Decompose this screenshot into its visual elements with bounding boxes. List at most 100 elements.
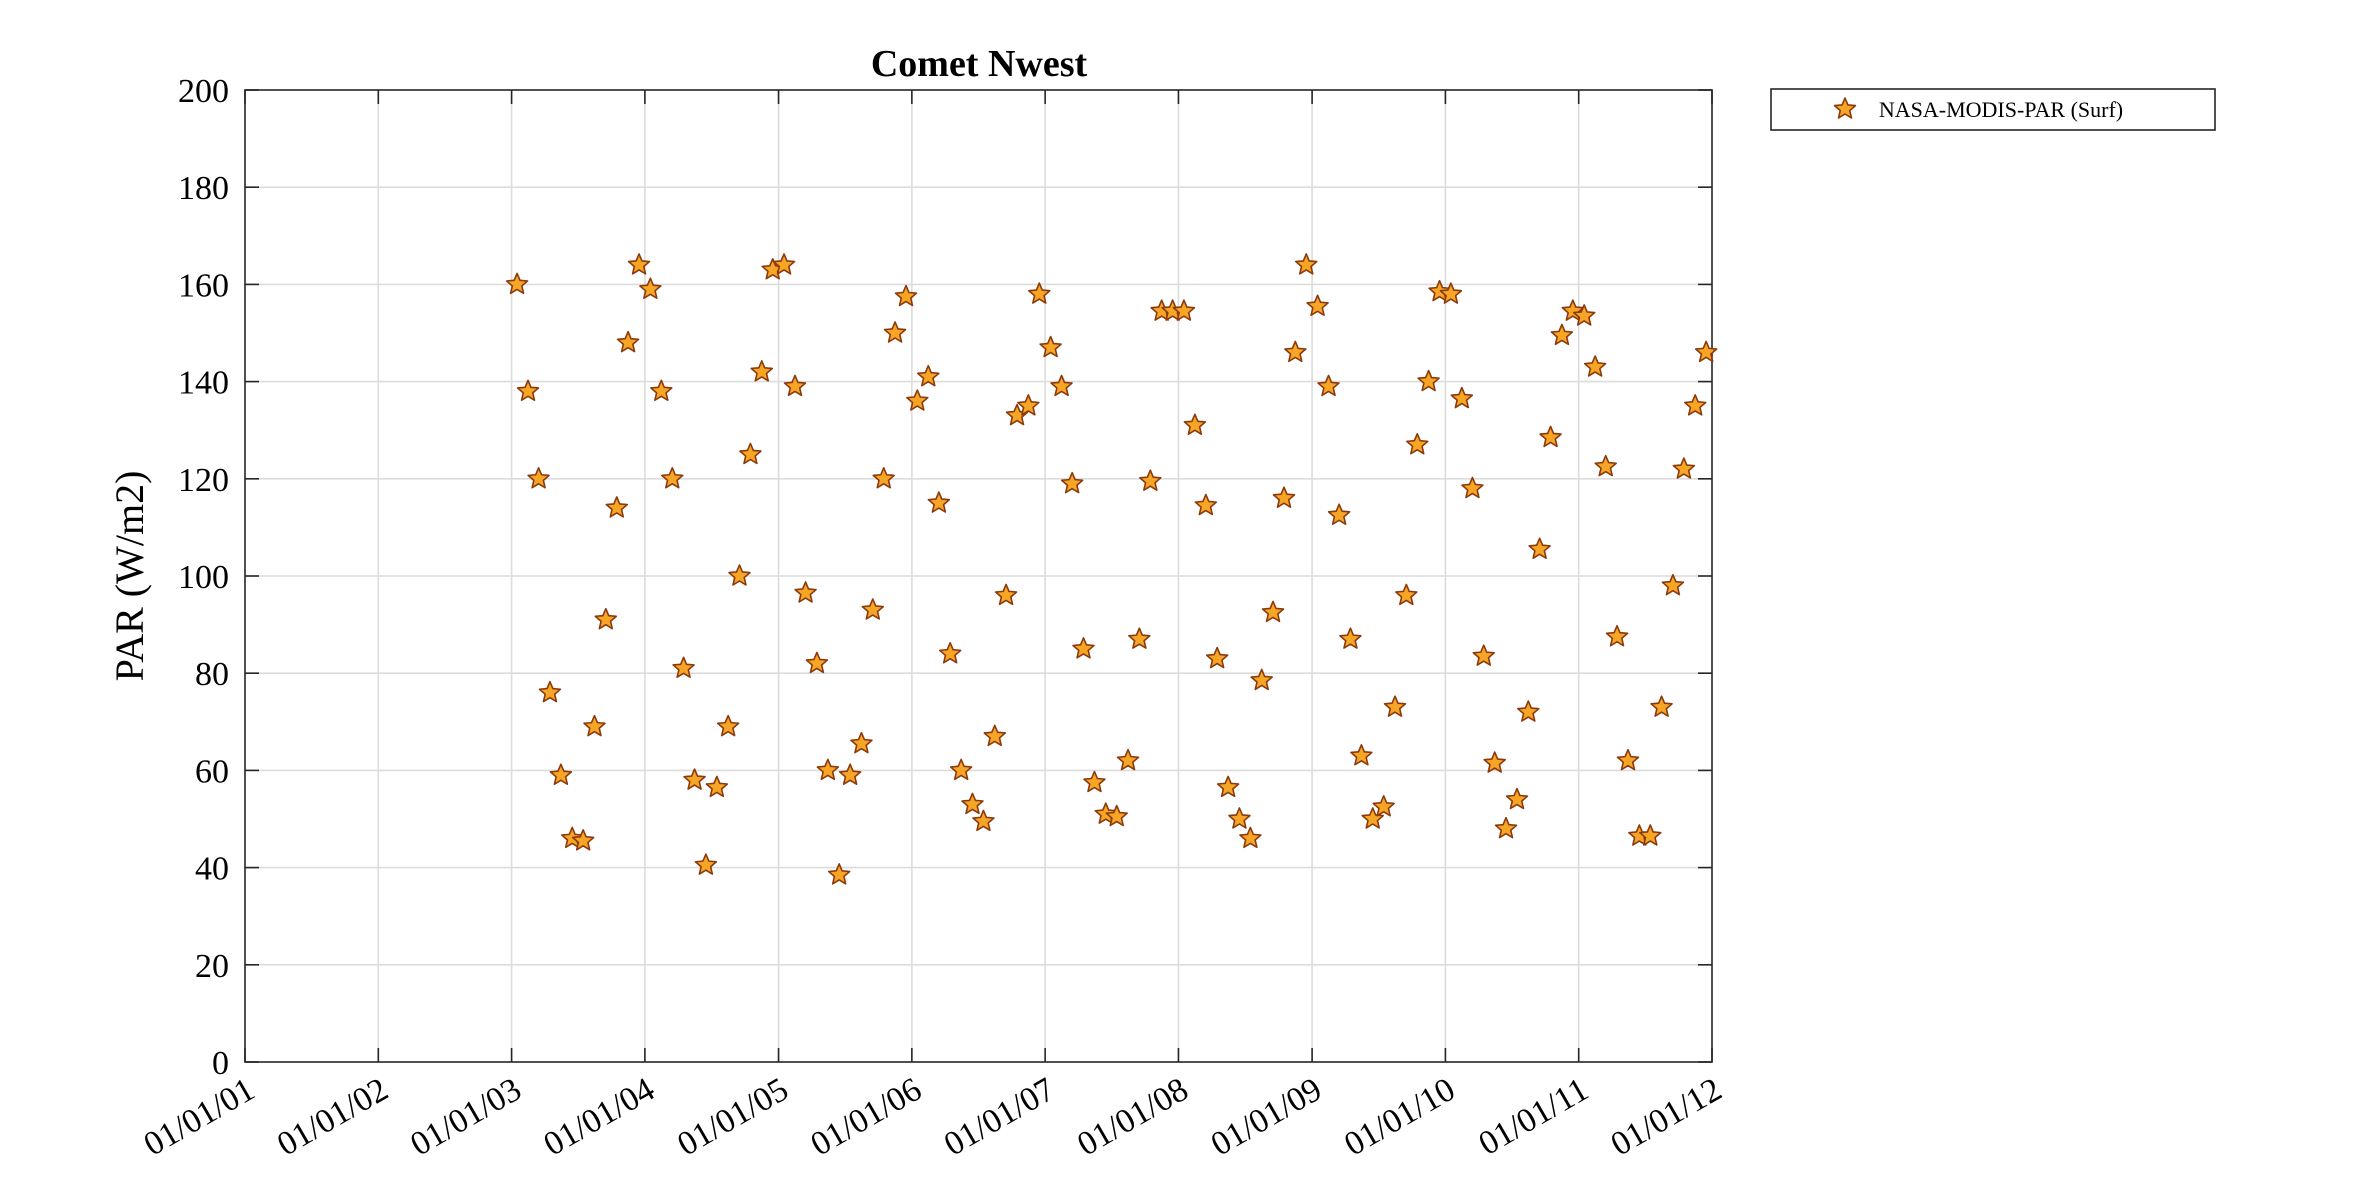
data-point bbox=[1139, 469, 1162, 491]
data-point bbox=[1039, 335, 1062, 358]
y-tick-label: 100 bbox=[178, 559, 229, 596]
x-tick-label: 01/01/02 bbox=[271, 1071, 394, 1163]
legend-entry-label: NASA-MODIS-PAR (Surf) bbox=[1879, 97, 2123, 122]
data-point bbox=[1339, 627, 1362, 649]
data-point bbox=[872, 466, 895, 489]
x-tick-label: 01/01/08 bbox=[1071, 1071, 1194, 1163]
data-point bbox=[1461, 476, 1484, 499]
x-tick-label: 01/01/07 bbox=[938, 1071, 1061, 1163]
data-point bbox=[1050, 374, 1073, 397]
data-point bbox=[1128, 627, 1151, 649]
data-point bbox=[1428, 279, 1451, 302]
data-point bbox=[838, 763, 862, 785]
data-point bbox=[1383, 695, 1407, 717]
data-point bbox=[650, 379, 673, 402]
data-point bbox=[1228, 807, 1251, 829]
data-point bbox=[750, 360, 774, 382]
data-point bbox=[1327, 503, 1351, 525]
data-point bbox=[1083, 770, 1106, 793]
data-point bbox=[571, 829, 595, 851]
x-tick-labels: 01/01/01 01/01/02 01/01/03 01/01/04 01/01/05… bbox=[138, 1071, 1728, 1163]
data-point bbox=[739, 442, 762, 465]
legend-star-marker bbox=[1833, 97, 1857, 119]
y-axis-label: PAR (W/m2) bbox=[107, 471, 152, 682]
data-point bbox=[1395, 583, 1418, 606]
y-tick-label: 80 bbox=[195, 656, 229, 693]
y-tick-label: 120 bbox=[178, 462, 229, 499]
data-point bbox=[861, 598, 885, 620]
data-point bbox=[994, 583, 1018, 606]
data-point bbox=[883, 321, 907, 343]
data-point bbox=[1361, 807, 1384, 829]
data-point bbox=[1616, 748, 1640, 771]
data-point bbox=[961, 792, 984, 815]
y-tick-label: 20 bbox=[195, 948, 229, 985]
data-point bbox=[1194, 493, 1218, 516]
data-point bbox=[1650, 695, 1673, 717]
data-point bbox=[1528, 537, 1551, 559]
data-point bbox=[1639, 824, 1662, 846]
data-point bbox=[772, 253, 796, 275]
data-point bbox=[594, 607, 618, 630]
x-tick-label: 01/01/01 bbox=[138, 1071, 261, 1163]
data-point bbox=[1605, 624, 1629, 647]
chart-title: Comet Nwest bbox=[871, 43, 1088, 85]
data-point bbox=[1517, 700, 1540, 722]
data-point bbox=[1028, 282, 1051, 304]
data-point bbox=[949, 758, 973, 781]
data-point bbox=[1295, 253, 1318, 275]
data-points bbox=[505, 253, 1718, 885]
data-point bbox=[1116, 748, 1140, 771]
data-point bbox=[1594, 454, 1617, 477]
data-point bbox=[1060, 471, 1084, 494]
data-point bbox=[783, 374, 807, 397]
data-point bbox=[672, 656, 695, 679]
data-point bbox=[1550, 323, 1574, 346]
x-tick-label: 01/01/05 bbox=[671, 1071, 794, 1163]
axis-ticks bbox=[244, 89, 1713, 1063]
data-point bbox=[716, 714, 740, 737]
data-point bbox=[728, 564, 751, 586]
x-tick-label: 01/01/06 bbox=[805, 1071, 928, 1163]
data-point bbox=[1472, 644, 1496, 666]
data-point bbox=[1306, 294, 1329, 316]
legend-star-icon bbox=[1833, 97, 1857, 119]
data-point bbox=[1505, 787, 1529, 810]
y-tick-label: 40 bbox=[195, 851, 229, 888]
y-tick-label: 140 bbox=[178, 365, 229, 402]
data-point bbox=[505, 272, 529, 295]
data-point bbox=[538, 680, 562, 703]
data-point bbox=[1072, 637, 1095, 659]
data-point bbox=[917, 364, 940, 387]
data-point bbox=[583, 714, 606, 737]
data-point bbox=[906, 389, 929, 411]
data-point bbox=[516, 379, 540, 402]
data-point bbox=[1372, 795, 1395, 817]
x-tick-label: 01/01/09 bbox=[1205, 1071, 1328, 1163]
data-point bbox=[639, 277, 662, 299]
data-point bbox=[616, 330, 640, 353]
data-point bbox=[827, 863, 851, 885]
data-point bbox=[1272, 486, 1296, 508]
data-point bbox=[927, 491, 951, 513]
legend: NASA-MODIS-PAR (Surf) bbox=[1770, 88, 2216, 131]
data-point bbox=[1572, 304, 1596, 326]
y-tick-label: 180 bbox=[178, 170, 229, 207]
data-point bbox=[549, 763, 573, 785]
data-point bbox=[694, 853, 718, 875]
data-point bbox=[1439, 282, 1463, 304]
x-tick-label: 01/01/03 bbox=[404, 1071, 527, 1163]
grid bbox=[245, 90, 1712, 1062]
data-point bbox=[1261, 600, 1285, 623]
x-tick-label: 01/01/04 bbox=[538, 1071, 661, 1163]
x-tick-label: 01/01/11 bbox=[1473, 1071, 1595, 1163]
data-point bbox=[1239, 826, 1262, 849]
data-point bbox=[894, 284, 918, 307]
data-point bbox=[1450, 386, 1474, 409]
y-tick-label: 60 bbox=[195, 753, 229, 790]
data-point bbox=[972, 809, 995, 832]
data-point bbox=[805, 651, 829, 674]
data-point bbox=[1683, 394, 1707, 416]
data-point bbox=[1694, 340, 1718, 363]
